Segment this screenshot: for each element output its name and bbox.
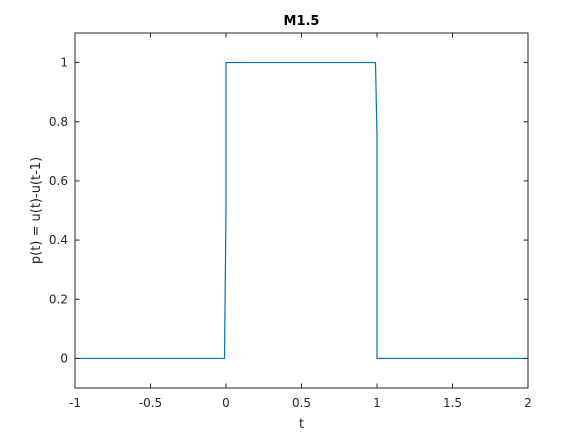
x-tick-label: -0.5	[139, 396, 162, 410]
y-tick-label: 0.4	[49, 233, 68, 247]
ticks-layer: -1 -0.5 0 0.5 1 1.5 2 0 0.2 0.4 0.6 0.8 1	[49, 33, 532, 410]
y-tick-label: 1	[60, 56, 68, 70]
chart-title: M1.5	[284, 14, 320, 29]
x-tick-label: -1	[69, 396, 81, 410]
x-tick-label: 0.5	[292, 396, 311, 410]
y-tick-label: 0	[60, 351, 68, 365]
series-layer	[75, 61, 528, 360]
plot-area	[75, 33, 528, 388]
y-tick-label: 0.2	[49, 292, 68, 306]
y-tick-label: 0.6	[49, 174, 68, 188]
y-axis-label: p(t) = u(t)-u(t-1)	[29, 157, 44, 264]
x-tick-label: 1.5	[443, 396, 462, 410]
x-tick-label: 0	[222, 396, 230, 410]
x-tick-label: 1	[373, 396, 381, 410]
y-tick-label: 0.8	[49, 115, 68, 129]
x-tick-label: 2	[524, 396, 532, 410]
series-line-0	[75, 61, 528, 360]
x-axis-label: t	[299, 417, 304, 432]
